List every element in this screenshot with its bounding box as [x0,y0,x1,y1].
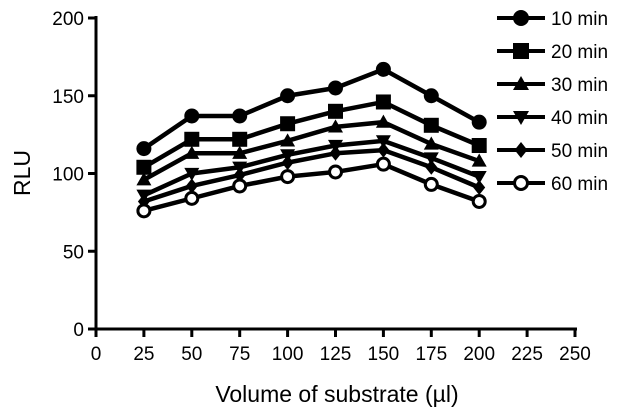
data-point [280,88,296,104]
x-tick-label: 175 [415,344,447,365]
data-point [329,145,342,161]
data-point [136,159,152,175]
data-point [281,155,294,171]
data-point [232,131,248,147]
data-point [184,190,200,206]
data-point [471,114,487,130]
legend-item: 60 min [497,174,608,195]
data-point [136,172,152,186]
data-point [233,167,246,183]
series-layer [136,61,487,219]
data-point [423,152,439,166]
data-point [136,203,152,219]
data-point [280,116,296,132]
legend-label: 60 min [551,174,608,195]
legend-item: 30 min [497,75,608,96]
legend-item: 20 min [497,42,608,63]
legend-label: 30 min [551,75,608,96]
data-point [375,114,391,128]
data-point [328,119,343,133]
legend-marker [514,142,528,158]
x-tick-label: 225 [511,344,543,365]
data-point [232,145,248,159]
series [136,61,487,157]
x-axis-title: Volume of substrate (µl) [215,381,458,407]
data-point [375,61,391,77]
series [136,94,487,175]
data-point [232,178,248,194]
y-tick-label: 50 [63,242,84,263]
legend-item: 10 min [497,9,608,30]
data-point [280,169,296,185]
legend-marker [513,10,529,26]
data-point [328,164,343,180]
y-tick-label: 100 [52,165,84,186]
y-tick-label: 150 [52,87,84,108]
data-point [328,103,343,119]
data-point [423,88,439,104]
x-tick-label: 125 [320,344,352,365]
y-tick-label: 200 [52,9,84,30]
x-tick-label: 75 [229,344,250,365]
legend-item: 40 min [497,108,608,129]
data-point [375,156,391,172]
legend: 10 min 20 min 30 min 40 min 50 min 60 min [497,9,608,195]
data-point [471,170,487,185]
legend-label: 40 min [551,108,608,129]
series [136,156,487,219]
series-line [143,147,481,204]
y-tick-label: 0 [73,320,84,341]
series-line [142,119,480,182]
legend-label: 20 min [551,42,608,63]
data-point [184,145,200,159]
x-tick-label: 150 [368,344,400,365]
legend-marker [513,76,529,90]
legend-marker [513,175,529,191]
data-point [423,117,439,133]
data-point [136,141,152,157]
data-point [471,138,487,154]
data-point [375,94,391,110]
data-point [471,193,487,209]
data-point [423,136,439,150]
legend-label: 50 min [551,141,608,162]
legend-marker [513,43,529,59]
x-tick-label: 25 [133,344,154,365]
axes: 0 50 100 150 200 0 25 50 75 100 125 150 175 200 225 250 [52,9,591,365]
legend-label: 10 min [551,9,608,30]
data-point [377,142,390,158]
series-line [142,99,481,170]
series-line [143,161,480,213]
data-point [280,133,296,147]
data-point [328,80,343,96]
data-point [184,167,200,181]
series-line [142,138,481,198]
x-tick-label: 50 [181,344,202,365]
y-axis-title: RLU [9,150,35,196]
x-tick-label: 0 [91,344,102,365]
data-point [425,159,438,175]
series-line [142,67,481,151]
x-tick-label: 100 [272,344,304,365]
data-point [184,131,200,147]
series [137,142,486,209]
data-point [471,153,487,167]
data-point [375,135,391,149]
legend-item: 50 min [497,141,608,162]
series [136,114,487,186]
x-tick-label: 200 [463,344,495,365]
x-tick-label: 250 [559,344,591,365]
data-point [473,179,486,195]
legend-marker [513,111,529,125]
data-point [184,108,200,124]
data-point [232,108,248,124]
data-point [423,176,439,192]
data-point [185,178,198,194]
